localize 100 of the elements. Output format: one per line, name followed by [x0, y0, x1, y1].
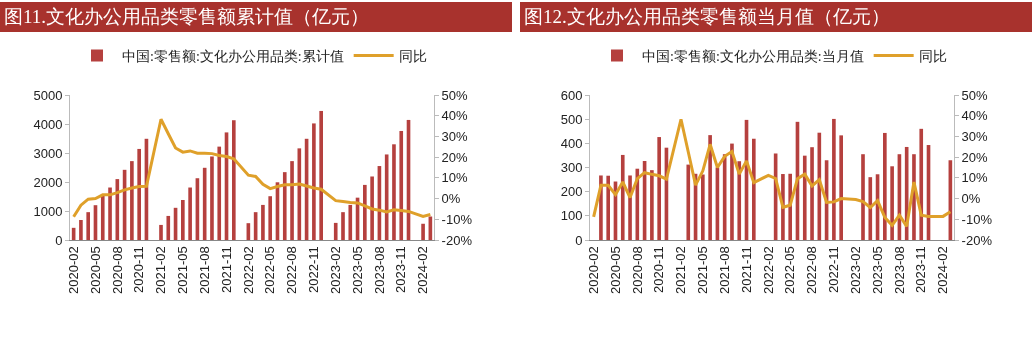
y-tick-label: 3000 [33, 145, 63, 161]
bar [130, 161, 134, 240]
x-tick-label: 2020-08 [629, 246, 645, 294]
chart-title: 图12.文化办公用品类零售额当月值（亿元） [520, 2, 1032, 32]
x-tick-label: 2022-08 [804, 246, 820, 294]
bar [737, 161, 742, 240]
bar [399, 130, 404, 240]
y2-tick-label: 20% [961, 149, 989, 165]
x-tick-label: 2021-11 [218, 246, 234, 293]
x-tick-label: 2023-08 [371, 246, 387, 294]
bar [620, 154, 625, 240]
chart-title: 图11.文化办公用品类零售额累计值（亿元） [0, 2, 512, 32]
y-tick-label: 0 [575, 232, 583, 248]
x-tick-label: 2021-11 [738, 246, 754, 293]
y2-tick-label: 30% [961, 128, 989, 144]
bar [231, 120, 236, 240]
y2-tick-label: -10% [441, 211, 473, 227]
y2-tick-label: 10% [441, 170, 469, 186]
line-series [592, 117, 952, 228]
bar [861, 154, 865, 240]
x-tick-label: 2020-11 [651, 246, 667, 293]
bar [802, 155, 807, 240]
x-tick-label: 2020-08 [109, 246, 125, 294]
bar [86, 212, 91, 240]
bar [657, 137, 661, 240]
bar [370, 176, 374, 240]
x-tick-label: 2023-11 [913, 246, 929, 293]
x-tick-label: 2022-05 [782, 246, 798, 294]
x-tick-label: 2023-08 [891, 246, 907, 294]
x-tick-label: 2020-05 [87, 246, 103, 294]
y-tick-label: 100 [560, 208, 583, 224]
bar [890, 166, 894, 240]
y-tick-label: 400 [560, 135, 583, 151]
x-tick-label: 2023-05 [349, 246, 365, 294]
x-tick-label: 2022-08 [284, 246, 300, 294]
bar [100, 195, 105, 240]
x-tick-label: 2020-02 [65, 246, 81, 294]
y2-tick-label: 0% [961, 191, 981, 207]
y-tick-label: 200 [560, 184, 583, 200]
x-tick-label: 2022-11 [826, 246, 842, 293]
bar [392, 144, 396, 240]
y2-tick-label: 0% [441, 191, 461, 207]
bar [319, 110, 323, 240]
x-tick-label: 2022-11 [306, 246, 322, 293]
bar [282, 172, 287, 240]
line-series [72, 117, 432, 219]
x-tick-label: 2023-05 [869, 246, 885, 294]
y-tick-label: 500 [560, 111, 583, 127]
legend-label: 同比 [398, 48, 427, 64]
x-tick-label: 2023-02 [847, 246, 863, 294]
x-tick-label: 2021-05 [175, 246, 191, 294]
bar [832, 118, 836, 240]
y-tick-label: 0 [55, 232, 63, 248]
bar [181, 199, 185, 240]
bar [722, 154, 727, 240]
bar [108, 187, 112, 240]
bar [159, 224, 163, 240]
bar [919, 128, 924, 240]
y2-tick-label: -10% [961, 211, 993, 227]
bar [686, 164, 691, 240]
bar [606, 175, 611, 240]
y-tick-label: 2000 [33, 174, 63, 190]
x-tick-label: 2024-02 [935, 246, 951, 294]
bar [730, 143, 734, 240]
y-tick-label: 5000 [33, 87, 63, 103]
x-tick-label: 2021-08 [716, 246, 732, 294]
legend-label: 同比 [918, 48, 947, 64]
bar [217, 146, 222, 240]
bar [883, 132, 887, 240]
y2-tick-label: 40% [961, 108, 989, 124]
bar [868, 177, 873, 240]
bar [384, 154, 389, 240]
bar [188, 187, 192, 240]
x-tick-label: 2020-11 [131, 246, 147, 293]
y2-tick-label: 50% [441, 87, 469, 103]
x-tick-label: 2022-05 [262, 246, 278, 294]
bar [421, 223, 425, 240]
y2-tick-label: 40% [441, 108, 469, 124]
bar [839, 135, 843, 240]
y2-tick-label: 50% [961, 87, 989, 103]
y2-tick-label: -20% [961, 232, 993, 248]
bar [650, 170, 654, 240]
x-tick-label: 2021-08 [196, 246, 212, 294]
x-tick-label: 2022-02 [240, 246, 256, 294]
x-tick-label: 2020-05 [607, 246, 623, 294]
bar [312, 123, 316, 240]
bar [708, 135, 712, 240]
x-tick-label: 2020-02 [585, 246, 601, 294]
bar [348, 204, 353, 240]
bar [628, 175, 632, 240]
legend-label: 中国:零售额:文化办公用品类:当月值 [642, 48, 864, 64]
bar [268, 196, 273, 240]
bar [701, 174, 705, 240]
bar [751, 138, 756, 240]
x-tick-label: 2022-02 [760, 246, 776, 294]
x-tick-label: 2021-02 [153, 246, 169, 294]
x-tick-label: 2023-02 [327, 246, 343, 294]
bar [363, 184, 367, 240]
y-tick-label: 4000 [33, 116, 63, 132]
x-tick-label: 2021-05 [695, 246, 711, 294]
